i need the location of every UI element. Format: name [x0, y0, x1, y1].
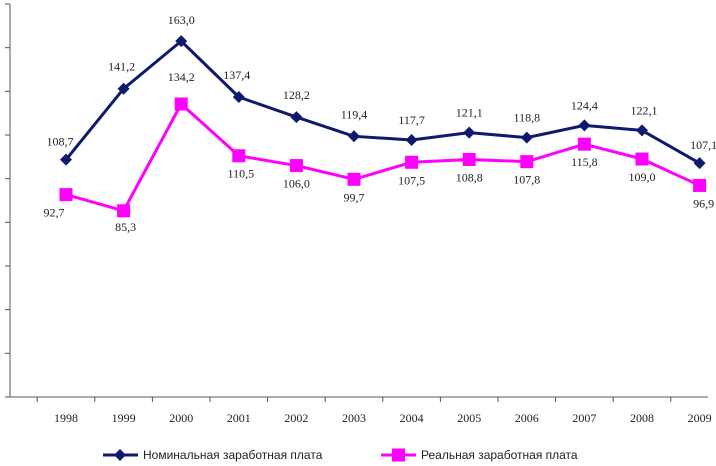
real-data-label: 85,3 — [115, 220, 136, 234]
real-point-marker — [232, 149, 246, 163]
nominal-point-marker — [117, 82, 130, 95]
nominal-point-marker — [520, 131, 533, 144]
real-data-label: 99,7 — [344, 190, 365, 204]
x-tick-label: 2004 — [400, 411, 424, 425]
real-point-marker — [462, 152, 476, 166]
real-point-marker — [347, 172, 361, 186]
real-point-marker — [59, 188, 73, 202]
nominal-data-label: 119,4 — [341, 107, 368, 121]
real-point-marker — [520, 155, 534, 169]
x-tick-label: 2002 — [284, 411, 308, 425]
x-tick-label: 2000 — [169, 411, 193, 425]
x-tick-label: 2005 — [457, 411, 481, 425]
nominal-point-marker — [232, 91, 245, 104]
nominal-data-label: 163,0 — [168, 13, 195, 27]
legend-nominal-label: Номинальная заработная плата — [143, 448, 323, 462]
real-data-label: 134,2 — [168, 70, 195, 84]
real-point-marker — [693, 178, 707, 192]
nominal-data-label: 118,8 — [514, 111, 541, 125]
x-tick-label: 2008 — [630, 411, 654, 425]
legend-nominal-marker — [114, 449, 126, 461]
real-point-marker — [174, 97, 188, 111]
real-data-label: 92,7 — [44, 206, 65, 220]
series-line-real — [65, 102, 701, 213]
legend-real-label: Реальная заработная плата — [421, 448, 578, 462]
x-tick-label: 1999 — [112, 411, 136, 425]
real-data-label: 106,0 — [283, 177, 310, 191]
legend: Номинальная заработная плата Реальная зар… — [103, 448, 578, 462]
real-data-label: 107,5 — [398, 173, 425, 187]
x-tick-label: 2009 — [688, 411, 712, 425]
series-markers — [59, 35, 707, 218]
nominal-point-marker — [60, 153, 72, 166]
nominal-point-marker — [405, 134, 418, 147]
real-point-marker — [289, 159, 303, 173]
real-data-label: 109,0 — [629, 170, 656, 184]
data-labels: 108,7 141,2 163,0 137,4 128,2 119,4 117,7 121,1… — [44, 13, 716, 234]
nominal-data-label: 137,4 — [223, 68, 250, 82]
axes — [5, 3, 708, 402]
real-data-label: 96,9 — [693, 196, 714, 210]
nominal-data-label: 128,2 — [283, 88, 310, 102]
nominal-data-label: 141,2 — [108, 60, 135, 74]
real-point-marker — [577, 137, 591, 151]
x-tick-label: 2007 — [572, 411, 596, 425]
x-tick-label: 2001 — [227, 411, 251, 425]
nominal-data-label: 107,1 — [690, 138, 716, 152]
real-data-label: 107,8 — [513, 173, 540, 187]
nominal-point-marker — [578, 119, 591, 132]
x-tick-label: 2003 — [342, 411, 366, 425]
series-line-nominal — [64, 39, 701, 165]
nominal-data-label: 117,7 — [398, 113, 425, 127]
nominal-data-label: 121,1 — [456, 106, 483, 120]
nominal-point-marker — [175, 35, 188, 48]
x-axis-labels: 1998 1999 2000 2001 2002 2003 2004 2005 2006 2007… — [54, 411, 712, 425]
series-lines — [64, 39, 701, 213]
x-tick-label: 1998 — [54, 411, 78, 425]
x-tick-label: 2006 — [515, 411, 539, 425]
real-point-marker — [635, 152, 649, 166]
legend-real-marker — [392, 448, 405, 462]
real-point-marker — [405, 155, 419, 169]
nominal-point-marker — [693, 157, 706, 170]
nominal-point-marker — [463, 126, 476, 139]
real-data-label: 108,8 — [456, 170, 483, 184]
nominal-point-marker — [636, 124, 648, 137]
nominal-point-marker — [290, 111, 303, 124]
nominal-data-label: 108,7 — [47, 135, 74, 149]
nominal-point-marker — [348, 130, 360, 143]
real-point-marker — [117, 204, 131, 218]
nominal-data-label: 122,1 — [631, 103, 658, 117]
real-data-label: 110,5 — [228, 167, 255, 181]
nominal-data-label: 124,4 — [571, 98, 598, 112]
real-data-label: 115,8 — [571, 155, 598, 169]
